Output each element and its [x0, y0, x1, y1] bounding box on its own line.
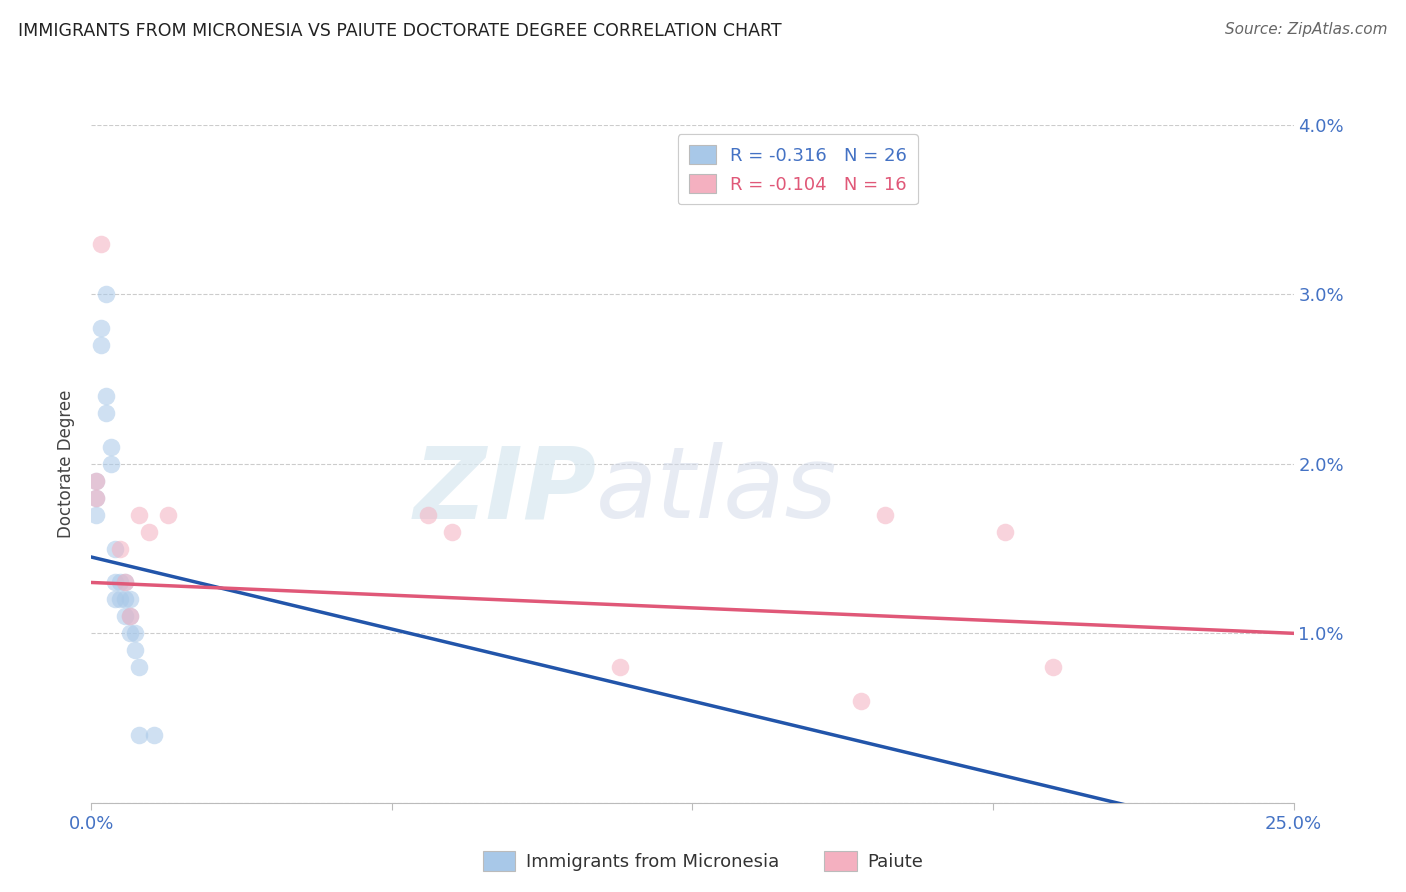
Point — [110, 541, 132, 556]
Text: atlas: atlas — [596, 442, 838, 540]
Text: ZIP: ZIP — [413, 442, 596, 540]
Point — [114, 592, 136, 607]
Point — [104, 592, 127, 607]
Point — [994, 524, 1017, 539]
Point — [90, 338, 112, 352]
Point — [124, 626, 146, 640]
Point — [90, 321, 112, 335]
Point — [94, 287, 117, 301]
Point — [100, 457, 122, 471]
Point — [440, 524, 463, 539]
Point — [157, 508, 180, 522]
Point — [118, 609, 141, 624]
Point — [142, 728, 165, 742]
Point — [609, 660, 631, 674]
Point — [118, 626, 141, 640]
Point — [84, 491, 107, 505]
Point — [416, 508, 439, 522]
Point — [118, 592, 141, 607]
Point — [84, 474, 107, 488]
Point — [114, 575, 136, 590]
Point — [84, 508, 107, 522]
Point — [110, 592, 132, 607]
Point — [124, 643, 146, 657]
Point — [94, 389, 117, 403]
Point — [104, 575, 127, 590]
Point — [84, 491, 107, 505]
Legend: R = -0.316   N = 26, R = -0.104   N = 16: R = -0.316 N = 26, R = -0.104 N = 16 — [678, 134, 918, 204]
Point — [138, 524, 160, 539]
Point — [94, 406, 117, 420]
Point — [114, 575, 136, 590]
Point — [128, 508, 150, 522]
Point — [100, 440, 122, 454]
Point — [90, 236, 112, 251]
Point — [84, 474, 107, 488]
Point — [104, 541, 127, 556]
Point — [118, 609, 141, 624]
Legend: Immigrants from Micronesia, Paiute: Immigrants from Micronesia, Paiute — [475, 844, 931, 879]
Y-axis label: Doctorate Degree: Doctorate Degree — [58, 390, 76, 538]
Point — [128, 660, 150, 674]
Point — [110, 575, 132, 590]
Point — [849, 694, 872, 708]
Point — [873, 508, 896, 522]
Text: IMMIGRANTS FROM MICRONESIA VS PAIUTE DOCTORATE DEGREE CORRELATION CHART: IMMIGRANTS FROM MICRONESIA VS PAIUTE DOC… — [18, 22, 782, 40]
Point — [114, 609, 136, 624]
Point — [128, 728, 150, 742]
Point — [1042, 660, 1064, 674]
Text: Source: ZipAtlas.com: Source: ZipAtlas.com — [1225, 22, 1388, 37]
